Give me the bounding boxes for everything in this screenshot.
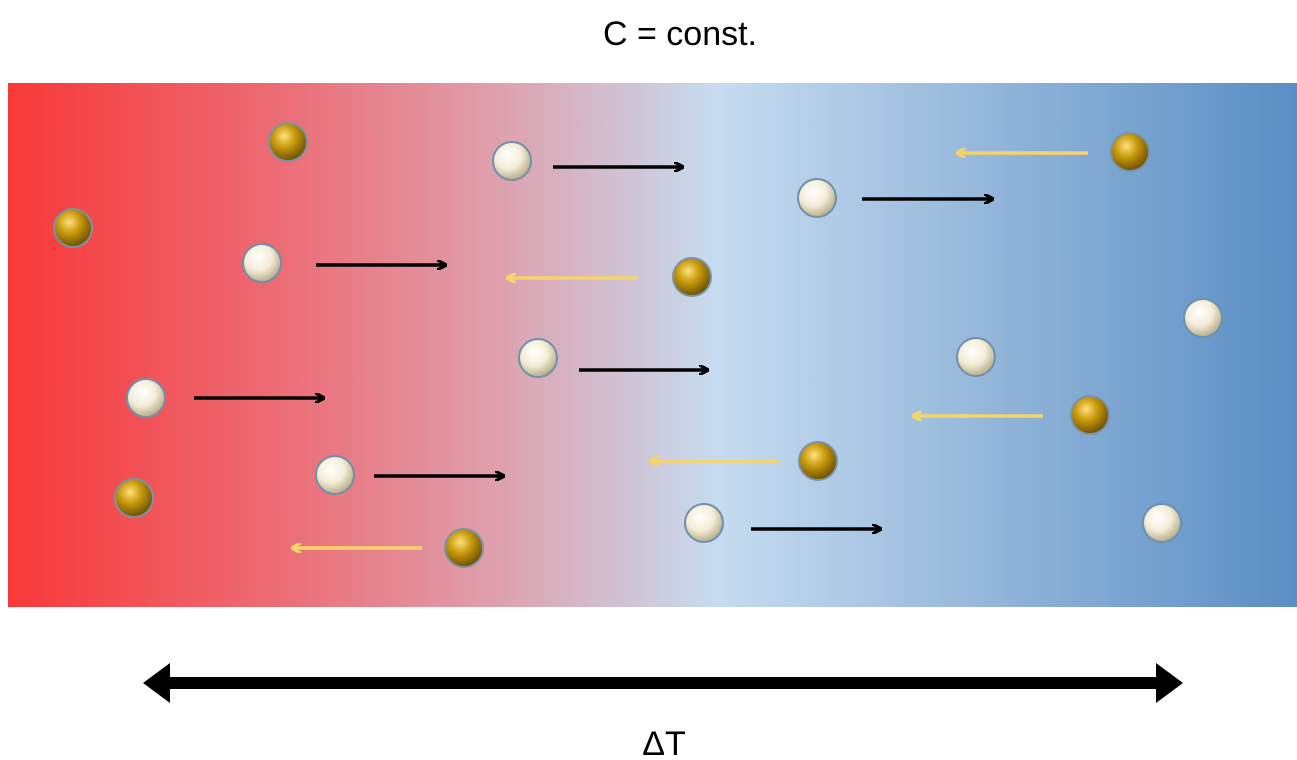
axis-label: ΔT [642,725,685,760]
diagram: C = const. [0,0,1297,760]
double-arrow [143,663,1183,703]
gradient-field [8,83,1297,607]
title: C = const. [603,15,757,53]
page: C = const. [0,0,1297,760]
